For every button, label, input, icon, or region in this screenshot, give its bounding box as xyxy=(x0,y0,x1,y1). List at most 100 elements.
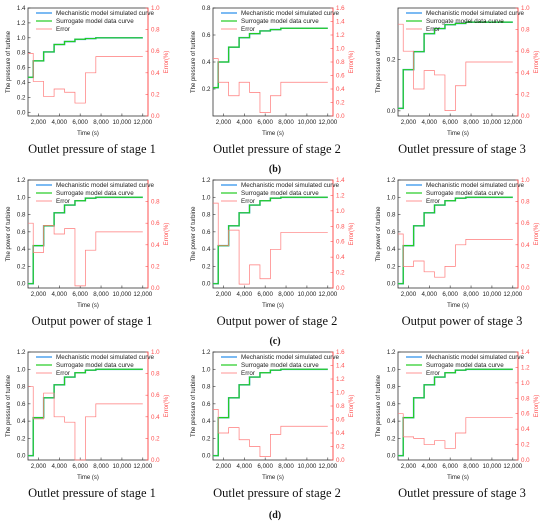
y-tick-label: 0.0 xyxy=(202,453,211,460)
legend-label-surrogate: Surrogate model data curve xyxy=(56,190,134,197)
chart-caption: Outlet pressure of stage 3 xyxy=(398,142,526,156)
y-tick-label: 0.2 xyxy=(202,263,211,270)
legend-label-surrogate: Surrogate model data curve xyxy=(426,362,504,369)
legend-label-mechanistic: Mechanistic model simulated curve xyxy=(56,10,154,17)
y2-tick-label: 0.0 xyxy=(521,457,530,464)
y-tick-label: 1.0 xyxy=(202,366,211,373)
legend-label-error: Error xyxy=(56,198,70,205)
y-tick-label: 1.0 xyxy=(387,194,396,201)
x-tick-label: 8,000 xyxy=(278,463,294,470)
x-tick-label: 10,000 xyxy=(482,463,501,470)
chart-caption: Output power of stage 1 xyxy=(32,314,153,328)
chart-panel-4: 2,000 4,000 6,000 8,000 10,000 12,0000.00.20.… xyxy=(6,177,170,328)
y2-tick-label: 0.0 xyxy=(336,285,345,292)
y-tick-label: 1.2 xyxy=(202,177,211,184)
legend-label-mechanistic: Mechanistic model simulated curve xyxy=(56,182,154,189)
x-tick-label: 8,000 xyxy=(463,119,479,126)
x-axis-label: Time (s) xyxy=(262,475,284,481)
chart-panel-5: 2,000 4,000 6,000 8,000 10,000 12,0000.00.20.… xyxy=(191,177,355,328)
x-tick-label: 4,000 xyxy=(52,291,68,298)
x-tick-label: 2,000 xyxy=(401,291,417,298)
y2-tick-label: 1.0 xyxy=(336,208,345,215)
y-tick-label: 1.0 xyxy=(387,366,396,373)
y2-tick-label: 0.6 xyxy=(521,48,530,55)
y2-tick-label: 0.2 xyxy=(521,263,530,270)
y2-tick-label: 0.2 xyxy=(151,91,160,98)
y-tick-label: 0.0 xyxy=(387,453,396,460)
y2-tick-label: 0.4 xyxy=(336,430,345,437)
x-tick-label: 8,000 xyxy=(278,291,294,298)
mechanistic-curve xyxy=(398,196,513,285)
y-tick-label: 0.6 xyxy=(17,229,26,236)
y-tick-label: 1.2 xyxy=(17,20,26,27)
y2-axis-label: Error(%) xyxy=(534,395,540,418)
y-tick-label: 0.0 xyxy=(17,281,26,288)
y-tick-label: 0.2 xyxy=(387,435,396,442)
legend-label-surrogate: Surrogate model data curve xyxy=(426,18,504,25)
x-tick-label: 10,000 xyxy=(482,291,501,298)
chart-panel-1: 2,000 4,000 6,000 8,000 10,000 12,0000.00.20.… xyxy=(6,5,170,156)
legend-label-mechanistic: Mechanistic model simulated curve xyxy=(241,10,339,17)
x-tick-label: 6,000 xyxy=(442,119,458,126)
x-tick-label: 10,000 xyxy=(482,119,501,126)
y-tick-label: 0.2 xyxy=(17,263,26,270)
y-tick-label: 0.8 xyxy=(17,212,26,219)
y-axis-label: The pressure of turbine xyxy=(376,374,382,437)
y2-tick-label: 0.0 xyxy=(521,285,530,292)
chart-panel-7: 2,000 4,000 6,000 8,000 10,000 12,0000.00.20.… xyxy=(6,349,170,500)
x-tick-label: 2,000 xyxy=(401,119,417,126)
error-curve xyxy=(28,386,143,461)
x-tick-label: 12,000 xyxy=(318,291,337,298)
y-tick-label: 0.4 xyxy=(17,246,26,253)
y2-tick-label: 0.4 xyxy=(521,426,530,433)
y-tick-label: 1.0 xyxy=(17,35,26,42)
x-axis-label: Time (s) xyxy=(77,303,99,309)
chart-caption: Output power of stage 2 xyxy=(217,314,338,328)
x-tick-label: 2,000 xyxy=(31,119,47,126)
y2-tick-label: 0.2 xyxy=(336,270,345,277)
y2-tick-label: 1.2 xyxy=(336,376,345,383)
y-tick-label: 0.6 xyxy=(17,401,26,408)
y2-tick-label: 0.8 xyxy=(151,27,160,34)
y2-axis-label: Error(%) xyxy=(164,395,170,418)
x-tick-label: 2,000 xyxy=(31,463,47,470)
x-tick-label: 10,000 xyxy=(112,119,131,126)
x-tick-label: 8,000 xyxy=(93,291,109,298)
y2-tick-label: 1.6 xyxy=(336,349,345,356)
y-axis-label: The pressure of turbine xyxy=(191,374,197,437)
y-tick-label: 0.6 xyxy=(202,32,211,39)
x-axis-label: Time (s) xyxy=(447,131,469,137)
y2-tick-label: 1.4 xyxy=(336,363,345,370)
y2-axis-label: Error(%) xyxy=(349,223,355,246)
legend-label-mechanistic: Mechanistic model simulated curve xyxy=(56,354,154,361)
x-tick-label: 8,000 xyxy=(278,119,294,126)
y-tick-label: 1.0 xyxy=(202,194,211,201)
y-tick-label: 0.2 xyxy=(17,435,26,442)
y-tick-label: 1.2 xyxy=(387,177,396,184)
legend-label-surrogate: Surrogate model data curve xyxy=(241,362,319,369)
legend-label-error: Error xyxy=(56,26,70,33)
surrogate-curve xyxy=(213,27,328,89)
y2-axis-label: Error(%) xyxy=(349,51,355,74)
y2-tick-label: 0.6 xyxy=(336,73,345,80)
y2-tick-label: 0.4 xyxy=(151,414,160,421)
x-axis-label: Time (s) xyxy=(77,131,99,137)
mechanistic-curve xyxy=(28,36,143,79)
y-tick-label: 0.2 xyxy=(17,94,26,101)
x-tick-label: 4,000 xyxy=(52,119,68,126)
chart-panel-2: 2,000 4,000 6,000 8,000 10,000 12,000 0.2 0.4 0.… xyxy=(191,5,355,156)
surrogate-curve xyxy=(398,368,513,457)
x-tick-label: 2,000 xyxy=(216,463,232,470)
y-tick-label: 0.4 xyxy=(202,246,211,253)
y-tick-label: 0.0 xyxy=(17,453,26,460)
y2-tick-label: 0.4 xyxy=(521,242,530,249)
y2-axis-label: Error(%) xyxy=(349,395,355,418)
y2-tick-label: 0.2 xyxy=(336,100,345,107)
surrogate-curve xyxy=(28,37,143,78)
x-tick-label: 2,000 xyxy=(216,291,232,298)
x-tick-label: 6,000 xyxy=(72,119,88,126)
x-tick-label: 10,000 xyxy=(297,463,316,470)
y2-tick-label: 1.0 xyxy=(521,5,530,12)
y2-tick-label: 0.0 xyxy=(336,113,345,120)
y2-tick-label: 1.6 xyxy=(336,5,345,12)
